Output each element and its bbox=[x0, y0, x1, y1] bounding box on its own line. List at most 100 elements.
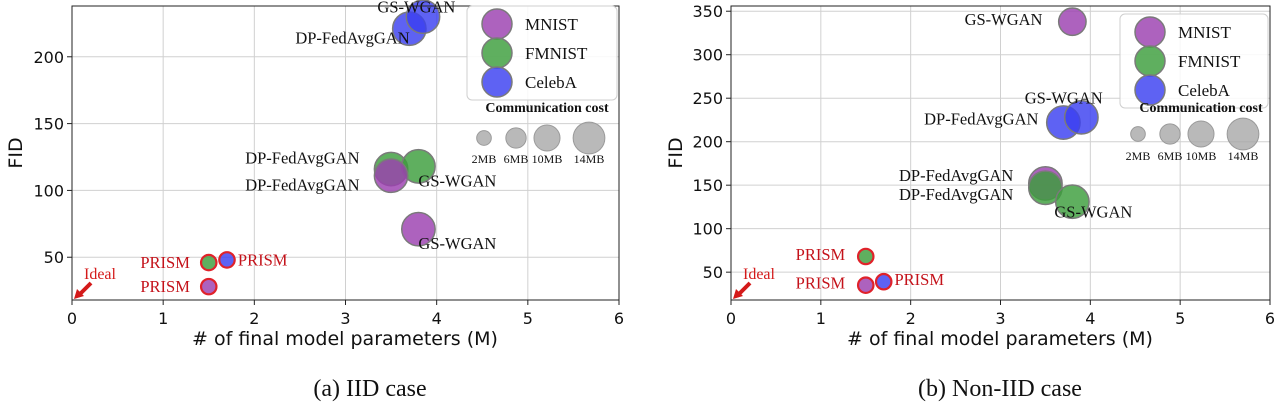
x-tick-label: 2 bbox=[906, 309, 916, 328]
cost-size-marker bbox=[505, 127, 527, 149]
point-label: GS-WGAN bbox=[418, 171, 496, 190]
x-tick-label: 1 bbox=[158, 309, 168, 328]
cost-size-label: 10MB bbox=[532, 152, 563, 166]
y-tick-label: 50 bbox=[703, 263, 723, 282]
point-label: GS-WGAN bbox=[1025, 88, 1103, 107]
x-tick-label: 1 bbox=[816, 309, 826, 328]
cost-size-label: 2MB bbox=[1126, 149, 1151, 163]
y-tick-label: 200 bbox=[692, 133, 723, 152]
x-tick-label: 4 bbox=[432, 309, 442, 328]
x-tick-label: 5 bbox=[523, 309, 533, 328]
y-tick-label: 200 bbox=[33, 48, 64, 67]
cost-size-label: 6MB bbox=[1158, 149, 1183, 163]
legend-label: MNIST bbox=[525, 15, 579, 34]
cost-size-marker bbox=[1159, 123, 1181, 145]
legend-label: FMNIST bbox=[1178, 52, 1241, 71]
data-point-celeba-prism bbox=[218, 251, 236, 269]
data-point-mnist-dp-fedavggan bbox=[373, 158, 409, 194]
x-tick-label: 6 bbox=[614, 309, 624, 328]
legend-label: CelebA bbox=[1178, 81, 1231, 100]
point-label: GS-WGAN bbox=[965, 10, 1043, 29]
data-point-fmnist-prism bbox=[856, 247, 875, 266]
legend-marker-fmnist bbox=[1134, 45, 1166, 77]
noniid-x-axis-title: # of final model parameters (M) bbox=[847, 328, 1153, 350]
data-point-celeba-prism bbox=[874, 272, 893, 291]
communication-cost-title: Communication cost bbox=[1139, 101, 1263, 116]
point-label: PRISM bbox=[238, 250, 288, 269]
noniid-ideal-label: Ideal bbox=[743, 266, 776, 283]
legend-label: FMNIST bbox=[525, 44, 588, 63]
noniid-y-axis-title: FID bbox=[665, 137, 687, 168]
noniid-x-ticks: 0 1 2 3 4 5 6 bbox=[726, 300, 1275, 328]
data-point-mnist-gs-wgan bbox=[400, 211, 436, 247]
x-tick-label: 0 bbox=[67, 309, 77, 328]
iid-point-labels: GS-WGAN DP-FedAvgGAN DP-FedAvgGAN DP-FedAvg… bbox=[140, 0, 496, 296]
chart-noniid: GS-WGANGS-WGANDP-FedAvgGANDP-FedAvgGANDP… bbox=[665, 2, 1275, 402]
point-label: PRISM bbox=[894, 270, 944, 289]
cost-size-label: 2MB bbox=[472, 152, 497, 166]
x-tick-label: 4 bbox=[1085, 309, 1095, 328]
noniid-caption: (b) Non-IID case bbox=[918, 376, 1082, 402]
data-point-mnist-prism bbox=[856, 276, 875, 295]
y-tick-label: 100 bbox=[692, 220, 723, 239]
legend-marker-fmnist bbox=[481, 37, 513, 69]
legend-marker-celeba bbox=[1134, 74, 1166, 106]
iid-caption: (a) IID case bbox=[313, 376, 426, 402]
x-tick-label: 6 bbox=[1265, 309, 1275, 328]
cost-size-label: 10MB bbox=[1186, 149, 1217, 163]
y-tick-label: 150 bbox=[692, 176, 723, 195]
iid-points bbox=[199, 0, 441, 296]
cost-size-label: 14MB bbox=[1228, 149, 1259, 163]
y-tick-label: 50 bbox=[44, 248, 64, 267]
cost-size-marker bbox=[533, 124, 561, 152]
point-label: PRISM bbox=[796, 245, 846, 264]
noniid-y-ticks: 50 100 150 200 250 300 350 bbox=[692, 2, 731, 282]
data-point-celeba-gs-wgan bbox=[1063, 99, 1099, 135]
x-tick-label: 3 bbox=[340, 309, 350, 328]
cost-size-marker bbox=[476, 130, 492, 146]
legend-marker-celeba bbox=[481, 66, 513, 98]
y-tick-label: 100 bbox=[33, 181, 64, 200]
chart-iid: GS-WGAN DP-FedAvgGAN DP-FedAvgGAN DP-FedAvg… bbox=[5, 0, 624, 402]
point-label: PRISM bbox=[796, 274, 846, 293]
iid-ideal-label: Ideal bbox=[84, 266, 117, 283]
noniid-point-labels: GS-WGANGS-WGANDP-FedAvgGANDP-FedAvgGANDP… bbox=[796, 10, 1133, 293]
y-tick-label: 300 bbox=[692, 46, 723, 65]
cost-size-marker bbox=[1187, 120, 1215, 148]
data-point-fmnist-prism bbox=[199, 253, 218, 272]
point-label: DP-FedAvgGAN bbox=[245, 175, 359, 194]
point-label: DP-FedAvgGAN bbox=[899, 185, 1013, 204]
iid-x-ticks: 0 1 2 3 4 5 6 bbox=[67, 300, 624, 328]
point-label: GS-WGAN bbox=[418, 234, 496, 253]
data-point-mnist-prism bbox=[199, 277, 218, 296]
point-label: DP-FedAvgGAN bbox=[924, 109, 1038, 128]
x-tick-label: 0 bbox=[726, 309, 736, 328]
x-tick-label: 2 bbox=[249, 309, 259, 328]
y-tick-label: 250 bbox=[692, 89, 723, 108]
point-label: DP-FedAvgGAN bbox=[245, 149, 359, 168]
iid-ideal-marker: Ideal bbox=[74, 266, 117, 299]
iid-y-axis-title: FID bbox=[5, 137, 27, 168]
cost-size-marker bbox=[1226, 117, 1260, 151]
y-tick-label: 350 bbox=[692, 2, 723, 21]
noniid-ideal-marker: Ideal bbox=[733, 266, 776, 299]
point-label: PRISM bbox=[140, 253, 190, 272]
ideal-arrowhead-icon bbox=[74, 289, 84, 299]
noniid-points bbox=[856, 7, 1099, 295]
point-label: GS-WGAN bbox=[1054, 202, 1132, 221]
point-label: DP-FedAvgGAN bbox=[899, 166, 1013, 185]
y-tick-label: 150 bbox=[33, 115, 64, 134]
legend-label: CelebA bbox=[525, 73, 578, 92]
cost-size-label: 14MB bbox=[574, 152, 605, 166]
x-tick-label: 5 bbox=[1175, 309, 1185, 328]
iid-legend: MNIST FMNIST CelebA Communication cost 2MB 6M… bbox=[466, 5, 618, 166]
cost-size-label: 6MB bbox=[504, 152, 529, 166]
cost-size-marker bbox=[572, 121, 606, 155]
iid-y-ticks: 50 100 150 200 bbox=[33, 48, 72, 267]
data-point-celeba-gs-wgan bbox=[405, 0, 441, 35]
point-label: GS-WGAN bbox=[377, 0, 455, 17]
legend-marker-mnist bbox=[481, 8, 513, 40]
legend-label: MNIST bbox=[1178, 23, 1232, 42]
